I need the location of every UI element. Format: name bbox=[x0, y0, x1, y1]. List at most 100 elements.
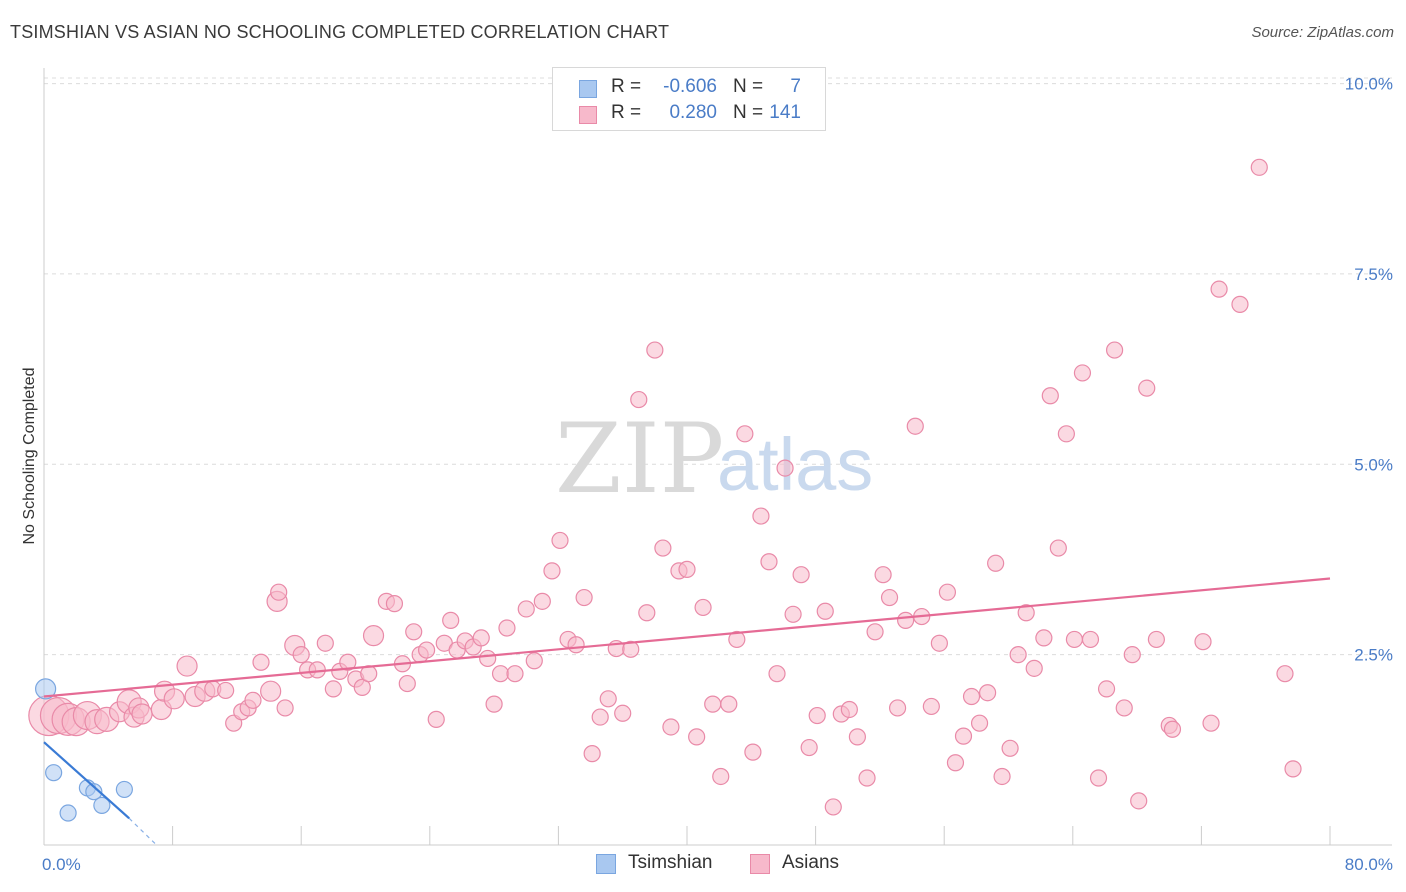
asians-point bbox=[614, 704, 632, 722]
asians-point bbox=[993, 767, 1011, 786]
asians-point bbox=[491, 665, 510, 683]
asians-point bbox=[880, 588, 899, 607]
asians-point bbox=[970, 714, 989, 732]
asians-point bbox=[840, 700, 858, 719]
asians-point bbox=[760, 553, 778, 571]
asians-point bbox=[824, 798, 842, 816]
asians-point bbox=[688, 728, 706, 746]
legend-r-value: -0.606 bbox=[663, 76, 717, 97]
asians-point bbox=[1097, 680, 1116, 698]
asians-point bbox=[1057, 425, 1075, 443]
watermark: ZIP atlas bbox=[555, 403, 873, 515]
asians-point bbox=[784, 605, 802, 623]
asians-point bbox=[654, 539, 672, 557]
asians-point bbox=[316, 634, 334, 652]
tick-labels: 2.5% 5.0% 7.5% 10.0% 0.0% 80.0% bbox=[42, 75, 1393, 874]
tsimshian-point bbox=[45, 764, 63, 782]
asians-point bbox=[1210, 280, 1228, 298]
asians-point bbox=[485, 695, 503, 713]
asians-point bbox=[987, 554, 1005, 572]
asians-point bbox=[874, 566, 892, 584]
tsimshian-trend-extension bbox=[128, 817, 157, 846]
asians-point bbox=[131, 703, 153, 725]
asians-point bbox=[176, 655, 198, 677]
tsimshian-point bbox=[93, 796, 111, 815]
asians-point bbox=[1250, 158, 1268, 176]
asians-point bbox=[339, 653, 357, 671]
asians-point bbox=[1025, 659, 1043, 677]
asians-point bbox=[1163, 720, 1182, 738]
asians-point bbox=[270, 583, 288, 601]
asians-point bbox=[506, 665, 524, 683]
tsimshian-point bbox=[115, 780, 133, 799]
asians-point bbox=[599, 690, 617, 708]
asians-point bbox=[1009, 646, 1027, 664]
chart-title: TSIMSHIAN VS ASIAN NO SCHOOLING COMPLETE… bbox=[10, 22, 670, 42]
asians-point bbox=[575, 588, 593, 607]
series-swatch-asians bbox=[750, 854, 770, 874]
asians-point bbox=[543, 562, 561, 580]
asians-point bbox=[728, 630, 746, 649]
grid-lines bbox=[44, 77, 1392, 656]
asians-point bbox=[591, 708, 609, 726]
legend-n-value: 7 bbox=[790, 76, 801, 97]
tsimshian-trend-line bbox=[43, 741, 130, 820]
x-tick-label-max: 80.0% bbox=[1345, 855, 1393, 874]
asians-point bbox=[638, 604, 656, 622]
legend-row-tsimshian: R = -0.606 N = 7 bbox=[553, 76, 825, 102]
asians-point bbox=[417, 641, 436, 659]
asians-point bbox=[979, 684, 997, 702]
legend-r-label: R = bbox=[611, 102, 642, 123]
asians-point bbox=[1089, 769, 1108, 787]
trend-lines bbox=[43, 577, 1331, 846]
asians-point bbox=[1123, 646, 1141, 664]
asians-point bbox=[525, 652, 543, 670]
asians-point bbox=[792, 566, 810, 584]
asians-point bbox=[292, 646, 310, 664]
asians-point bbox=[1105, 341, 1124, 359]
legend-r-label: R = bbox=[611, 76, 642, 97]
asians-point bbox=[260, 680, 282, 702]
asians-point bbox=[385, 595, 404, 613]
watermark-zip: ZIP bbox=[555, 403, 724, 515]
asians-point bbox=[622, 640, 640, 658]
asians-point bbox=[1194, 633, 1212, 651]
asians-point bbox=[678, 560, 696, 578]
asians-point bbox=[1231, 295, 1249, 313]
asians-point bbox=[1138, 379, 1156, 397]
series-label-asians: Asians bbox=[782, 852, 840, 873]
asians-point bbox=[646, 341, 664, 359]
asians-point bbox=[768, 665, 786, 683]
asians-point bbox=[427, 710, 445, 728]
asians-point bbox=[816, 602, 834, 620]
asians-point bbox=[517, 600, 535, 618]
y-tick-label: 5.0% bbox=[1354, 455, 1393, 474]
asians-point bbox=[1276, 665, 1294, 683]
asians-point bbox=[694, 598, 712, 617]
asians-point bbox=[630, 390, 648, 409]
legend-row-asians: R = 0.280 N = 141 bbox=[553, 102, 825, 128]
asians-point bbox=[776, 459, 794, 477]
asians-point bbox=[930, 634, 948, 652]
asians-point bbox=[1130, 792, 1148, 810]
correlation-legend: R = -0.606 N = 7 R = 0.280 N = 141 bbox=[552, 67, 826, 131]
asians-point bbox=[1115, 699, 1133, 717]
asians-point bbox=[1284, 760, 1302, 778]
asians-point bbox=[938, 583, 957, 601]
asians-point bbox=[897, 611, 915, 629]
asians-point bbox=[800, 738, 818, 757]
tsimshian-point bbox=[59, 804, 77, 822]
asians-point bbox=[866, 623, 884, 641]
asians-point bbox=[479, 649, 497, 668]
asians-point bbox=[362, 625, 385, 647]
y-tick-label: 7.5% bbox=[1354, 265, 1393, 284]
asians-point bbox=[1041, 387, 1059, 405]
asians-point bbox=[1073, 364, 1092, 382]
legend-swatch-tsimshian bbox=[579, 80, 597, 98]
asians-point bbox=[472, 629, 490, 647]
asians-point bbox=[163, 688, 185, 710]
asians-point bbox=[946, 754, 965, 772]
asians-point bbox=[533, 592, 551, 610]
legend-n-label: N = bbox=[733, 76, 764, 97]
